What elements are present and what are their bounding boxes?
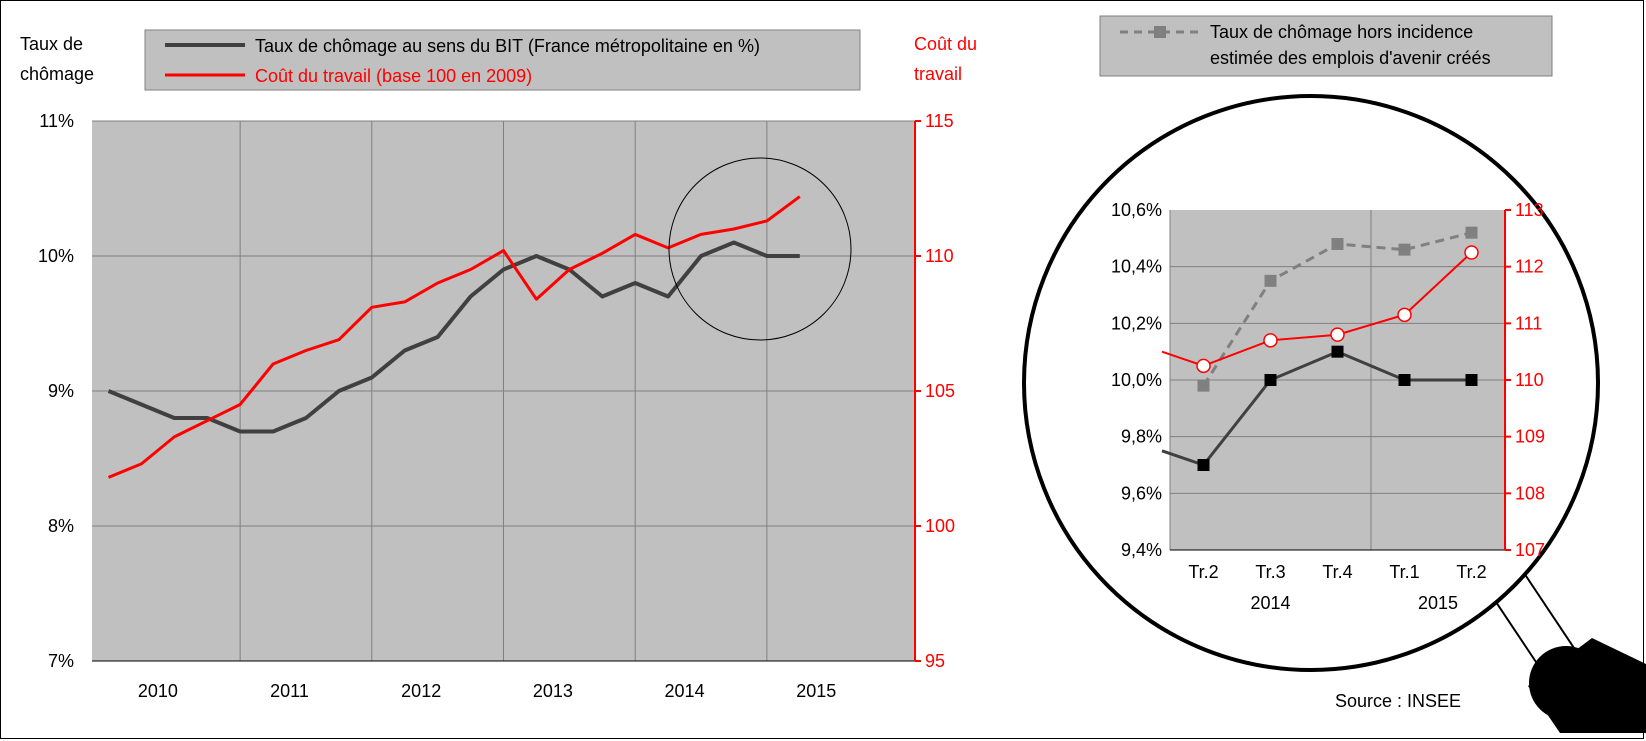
main-y2-tick-label: 110 (925, 246, 954, 266)
main-y2-tick-label: 115 (925, 111, 954, 131)
main-y2-tick-label: 100 (925, 516, 955, 536)
left-axis-title-line1: Taux de (20, 34, 83, 54)
zoom-legend-box (1099, 15, 1553, 77)
series-point-unemployment (1465, 374, 1478, 386)
main-x-tick-label: 2014 (665, 681, 705, 701)
zoom-series (1161, 226, 1479, 471)
main-y-tick-label: 7% (48, 651, 74, 671)
series-point-excluding (1331, 238, 1344, 250)
zoom-x-tick-label: Tr.4 (1322, 562, 1352, 582)
zoom-y2-tick-label: 111 (1515, 313, 1542, 333)
zoom-x-tick-label: Tr.1 (1389, 562, 1419, 582)
magnifier-handle (1490, 571, 1646, 733)
left-axis-title-line2: chômage (20, 64, 94, 84)
series-point-unemployment (1398, 374, 1411, 386)
series-point-labour-cost (1263, 333, 1278, 348)
main-x-tick-label: 2013 (533, 681, 573, 701)
zoom-x-group-label: 2014 (1250, 593, 1290, 613)
series-point-excluding (1264, 274, 1277, 287)
series-point-labour-cost (1464, 245, 1479, 260)
main-legend-box (144, 29, 861, 91)
series-point-labour-cost (1330, 327, 1345, 342)
zoom-x-tick-label: Tr.2 (1456, 562, 1486, 582)
right-axis-title-line2: travail (914, 64, 962, 84)
series-point-unemployment (1197, 459, 1210, 471)
zoom-y-tick-label: 9,6% (1121, 483, 1162, 503)
main-ticks: 7% 95 8% 100 9% 105 10% 110 11% 115 2010 2011 2012 20… (38, 111, 955, 701)
legend-label-excluding-line1: Taux de chômage hors incidence (1210, 22, 1473, 42)
legend-label-unemployment: Taux de chômage au sens du BIT (France m… (255, 36, 760, 56)
legend-label-excluding-line2: estimée des emplois d'avenir créés (1210, 48, 1491, 68)
main-y2-tick-label: 105 (925, 381, 955, 401)
series-point-labour-cost (1196, 358, 1211, 374)
series-line-labour-cost (107, 195, 801, 479)
series-point-excluding (1465, 226, 1478, 239)
main-x-tick-label: 2012 (401, 681, 441, 701)
zoom-y-tick-label: 9,4% (1121, 540, 1162, 560)
series-point-unemployment (1264, 374, 1277, 386)
series-point-labour-cost (1397, 307, 1412, 323)
zoom-y2-tick-label: 112 (1515, 257, 1544, 277)
zoom-y-tick-label: 10,4% (1111, 257, 1162, 277)
main-y-tick-label: 9% (48, 381, 74, 401)
main-grid (92, 120, 916, 662)
series-point-excluding (1197, 379, 1210, 392)
zoom-y2-tick-label: 113 (1515, 200, 1544, 220)
main-y-tick-label: 10% (38, 246, 74, 266)
series-line-unemployment (107, 240, 800, 434)
main-x-tick-label: 2010 (138, 681, 178, 701)
handle-grip-end (1529, 646, 1603, 720)
zoom-y2-tick-label: 107 (1515, 540, 1545, 560)
main-series (107, 195, 801, 479)
zoom-legend: Taux de chômage hors incidence estimée d… (1099, 15, 1553, 77)
right-axis-title-line1: Coût du (914, 34, 977, 54)
zoom-y2-tick-label: 110 (1515, 370, 1544, 390)
zoom-x-tick-label: Tr.3 (1255, 562, 1285, 582)
zoom-y-tick-label: 10,2% (1111, 313, 1162, 333)
series-line-labour-cost-zoom (1161, 251, 1473, 367)
zoom-y-tick-label: 9,8% (1121, 427, 1162, 447)
main-y2-tick-label: 95 (925, 651, 945, 671)
zoom-y-tick-label: 10,0% (1111, 370, 1162, 390)
series-point-unemployment (1331, 345, 1344, 358)
zoom-x-tick-label: Tr.2 (1188, 562, 1218, 582)
main-y-tick-label: 8% (48, 516, 74, 536)
series-line-unemployment-zoom (1161, 350, 1472, 467)
series-point-excluding (1398, 243, 1411, 256)
main-x-tick-label: 2015 (796, 681, 836, 701)
legend-swatch-excluding-marker (1154, 26, 1166, 38)
zoom-y2-tick-label: 109 (1515, 427, 1545, 447)
zoom-y2-tick-label: 108 (1515, 483, 1545, 503)
main-x-tick-label: 2011 (270, 681, 309, 701)
zoom-y-tick-label: 10,6% (1111, 200, 1162, 220)
main-legend: Taux de chômage au sens du BIT (France m… (144, 29, 861, 91)
main-y-tick-label: 11% (39, 111, 74, 131)
legend-label-labour-cost: Coût du travail (base 100 en 2009) (255, 66, 532, 86)
zoom-highlight-circle (668, 157, 852, 341)
source-note: Source : INSEE (1335, 691, 1461, 711)
zoom-ticks: 9,4% 107 9,6% 108 9,8% 109 10,0% 110 10,2% 111 10,… (1111, 200, 1545, 613)
zoom-x-group-label: 2015 (1418, 593, 1458, 613)
